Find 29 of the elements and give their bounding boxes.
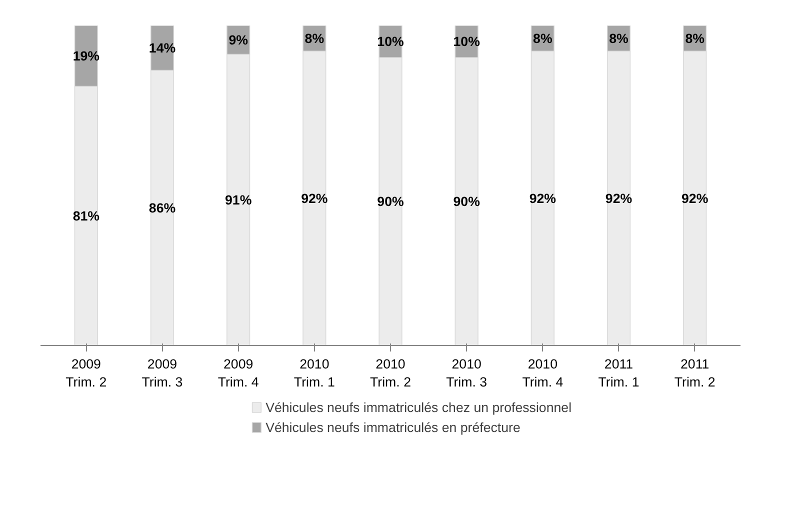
x-tick-label: 2011 Trim. 1: [598, 356, 640, 390]
legend-label: Véhicules neufs immatriculés en préfecture: [266, 420, 520, 435]
data-label: 86%: [148, 200, 176, 216]
x-tick-label: 2011 Trim. 2: [674, 356, 716, 390]
data-label: 90%: [377, 194, 404, 210]
x-tick-label: 2009 Trim. 3: [142, 356, 183, 390]
data-label: 8%: [533, 30, 552, 46]
data-label: 8%: [304, 30, 324, 46]
x-tick-label: 2010 Trim. 4: [522, 356, 564, 390]
data-label: 19%: [72, 48, 100, 64]
data-label: 90%: [453, 194, 480, 210]
x-tick-label: 2010 Trim. 3: [446, 356, 488, 390]
data-label: 91%: [224, 192, 252, 208]
data-label: 10%: [377, 34, 404, 50]
data-label: 8%: [685, 30, 705, 46]
data-label: 92%: [605, 190, 632, 206]
x-tick-label: 2009 Trim. 4: [218, 356, 260, 390]
x-tick-label: 2009 Trim. 2: [66, 356, 107, 390]
x-tick-label: 2010 Trim. 2: [370, 356, 411, 390]
data-label: 10%: [453, 34, 480, 50]
data-label: 9%: [228, 32, 248, 48]
data-label: 14%: [148, 40, 176, 56]
data-label: 92%: [682, 190, 708, 206]
x-tick-label: 2010 Trim. 1: [294, 356, 335, 390]
data-label: 92%: [301, 190, 328, 206]
data-label: 92%: [529, 190, 556, 206]
data-label: 8%: [609, 30, 629, 46]
data-label: 81%: [72, 208, 100, 224]
legend-label: Véhicules neufs immatriculés chez un professionnel: [266, 400, 572, 415]
